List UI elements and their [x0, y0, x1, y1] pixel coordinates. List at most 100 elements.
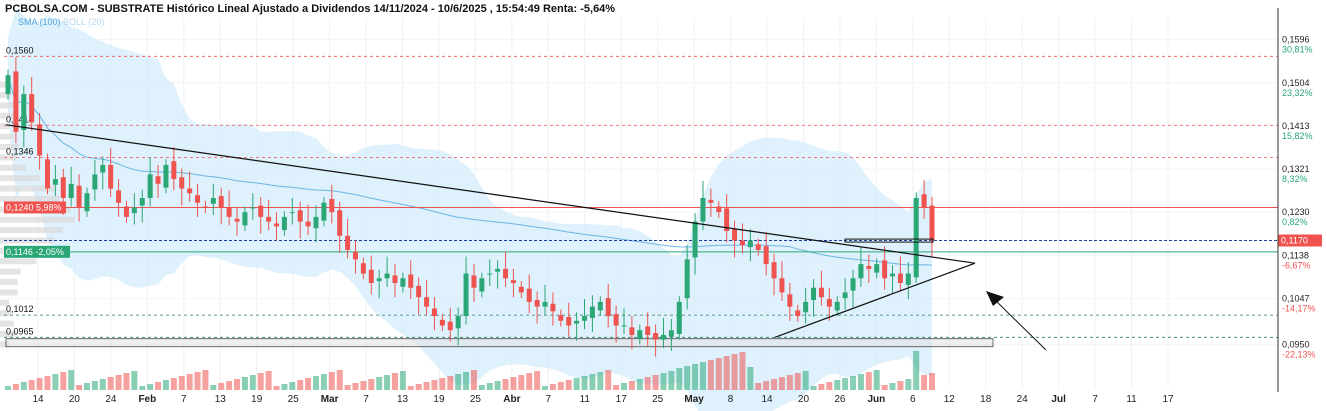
x-tick-label: 11: [580, 394, 591, 405]
volume-bar: [589, 374, 596, 390]
candle-body: [574, 320, 580, 324]
candle-body: [882, 260, 888, 279]
candle-body: [305, 221, 311, 227]
volume-bar: [210, 385, 217, 390]
x-tick-label: 8: [728, 394, 734, 405]
volume-bar: [447, 376, 454, 390]
candle-body: [708, 199, 714, 203]
candle-body: [637, 330, 643, 339]
volume-bar: [739, 352, 746, 390]
volume-bar: [494, 381, 501, 390]
volume-bar: [802, 371, 809, 390]
volume-bar: [652, 375, 659, 390]
volume-bar: [605, 370, 612, 390]
x-tick-label: 12: [944, 394, 956, 405]
volume-bar: [439, 378, 446, 390]
profile-bar: [0, 112, 17, 119]
volume-bar: [723, 356, 730, 390]
volume-bar: [313, 376, 319, 390]
candle-body: [582, 316, 588, 321]
level-label: 0,1346: [6, 146, 34, 156]
profile-bar: [0, 92, 11, 99]
price-tick: 0,1321: [1282, 164, 1310, 174]
volume-bar: [115, 375, 122, 390]
price-tick: 0,0950: [1282, 339, 1310, 349]
volume-bar: [818, 384, 825, 390]
candle-body: [76, 185, 82, 208]
candle-body: [281, 216, 287, 231]
candle-body: [558, 315, 564, 321]
volume-bar: [186, 374, 193, 390]
candle-body: [747, 240, 753, 248]
profile-bar: [0, 102, 14, 109]
candle-body: [384, 273, 390, 279]
x-tick-label: 19: [433, 394, 445, 405]
pct-tick: 30,81%: [1282, 44, 1313, 54]
profile-bar: [0, 279, 18, 286]
volume-bar: [28, 380, 35, 390]
pct-tick: -6,67%: [1282, 261, 1311, 271]
candle-body: [534, 300, 540, 307]
candle-body: [439, 319, 445, 326]
x-tick-label: 25: [652, 394, 664, 405]
volume-bar: [218, 383, 225, 390]
candle-body: [779, 278, 785, 293]
volume-bar: [76, 385, 83, 390]
volume-bar: [478, 385, 485, 390]
candle-body: [818, 287, 824, 298]
x-tick-label: 19: [251, 394, 263, 405]
volume-bar: [52, 374, 59, 390]
profile-bar: [0, 258, 37, 265]
volume-bar: [707, 360, 714, 390]
profile-bar: [0, 154, 17, 161]
candle-body: [408, 274, 414, 288]
candle-body: [210, 198, 216, 204]
volume-bar: [470, 370, 477, 390]
x-tick-label: Abr: [503, 394, 520, 405]
price-tick: 0,1413: [1282, 121, 1310, 131]
volume-bar: [360, 381, 367, 390]
profile-bar: [0, 164, 27, 171]
volume-bar: [44, 376, 51, 390]
x-tick-label: 20: [798, 394, 810, 405]
volume-bar: [518, 375, 525, 390]
volume-bar: [565, 380, 572, 390]
profile-bar: [0, 123, 11, 130]
candle-body: [597, 301, 603, 311]
volume-bar: [526, 373, 533, 390]
candle-body: [566, 317, 572, 326]
volume-bar: [178, 376, 185, 390]
profile-bar: [0, 216, 75, 223]
candle-body: [834, 301, 840, 311]
candle-body: [763, 246, 769, 265]
level-label: 0,1560: [6, 45, 34, 55]
volume-bar: [415, 384, 422, 390]
x-tick-label: 13: [397, 394, 409, 405]
volume-bar: [391, 373, 398, 390]
candle-body: [84, 193, 90, 212]
candle-body: [487, 273, 493, 275]
volume-bar: [573, 378, 580, 390]
volume-bar: [581, 376, 588, 390]
volume-bar: [692, 364, 699, 390]
volume-bar: [731, 354, 738, 390]
x-tick-label: 6: [910, 394, 916, 405]
volume-bar: [384, 375, 391, 390]
candle-body: [368, 269, 374, 283]
candle-body: [376, 278, 382, 282]
candle-body: [242, 212, 248, 226]
candle-body: [495, 268, 501, 272]
x-tick-label: 7: [363, 394, 369, 405]
volume-bar: [352, 383, 359, 390]
x-tick-label: 14: [32, 394, 44, 405]
volume-bar: [431, 380, 438, 390]
volume-bar: [305, 378, 312, 390]
candle-body: [613, 314, 619, 326]
breakout-box: [844, 238, 934, 243]
volume-bar: [131, 371, 138, 390]
volume-bar: [202, 370, 209, 390]
candle-body: [92, 174, 98, 190]
profile-bar: [0, 237, 55, 244]
volume-bar: [147, 384, 154, 390]
